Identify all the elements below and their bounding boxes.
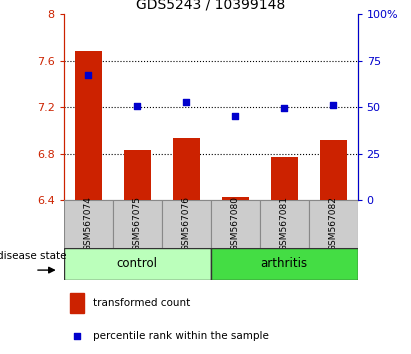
- Text: transformed count: transformed count: [93, 298, 190, 308]
- Bar: [222, 196, 249, 200]
- Text: GSM567075: GSM567075: [133, 196, 142, 251]
- Bar: [64, 200, 113, 248]
- Text: GSM567074: GSM567074: [84, 196, 93, 251]
- Text: GSM567081: GSM567081: [279, 196, 289, 251]
- Bar: [113, 200, 162, 248]
- Bar: [124, 150, 151, 200]
- Text: GSM567080: GSM567080: [231, 196, 240, 251]
- Bar: [211, 200, 260, 248]
- Text: GSM567082: GSM567082: [328, 196, 337, 251]
- Point: [330, 102, 336, 108]
- Point: [134, 103, 141, 109]
- Text: GSM567076: GSM567076: [182, 196, 191, 251]
- Bar: [75, 51, 102, 200]
- Bar: [64, 248, 210, 280]
- Bar: [320, 139, 346, 200]
- Bar: [162, 200, 211, 248]
- Point: [281, 105, 287, 111]
- Bar: [211, 248, 358, 280]
- Bar: [260, 200, 309, 248]
- Bar: [69, 293, 84, 313]
- Bar: [173, 138, 200, 200]
- Bar: [309, 200, 358, 248]
- Point: [183, 99, 189, 105]
- Point: [232, 114, 238, 119]
- Text: control: control: [117, 257, 158, 270]
- Text: percentile rank within the sample: percentile rank within the sample: [93, 331, 269, 341]
- Bar: [270, 157, 298, 200]
- Point: [85, 72, 92, 78]
- Point: [73, 333, 80, 339]
- Text: disease state: disease state: [0, 251, 67, 261]
- Text: arthritis: arthritis: [261, 257, 308, 270]
- Title: GDS5243 / 10399148: GDS5243 / 10399148: [136, 0, 285, 12]
